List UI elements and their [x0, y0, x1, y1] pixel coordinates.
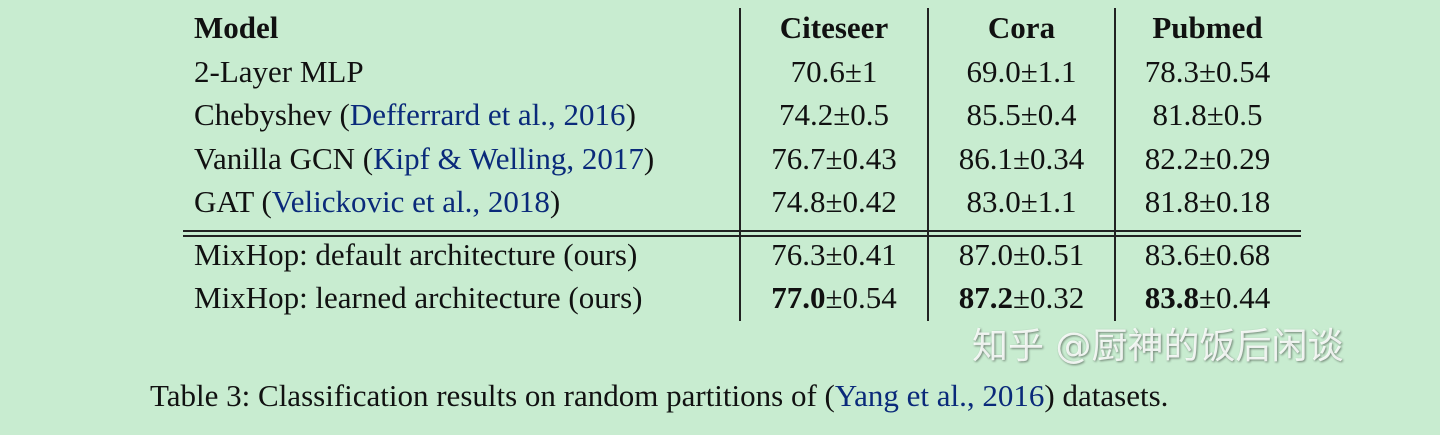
- column-divider: [1114, 8, 1116, 321]
- value-pubmed: 78.3±0.54: [1115, 50, 1300, 93]
- value-text: 78.3±0.54: [1144, 54, 1271, 89]
- caption-prefix: Table 3: Classification results on rando…: [150, 378, 835, 413]
- model-name: 2-Layer MLP: [194, 54, 364, 89]
- value-text: 85.5±0.4: [966, 97, 1077, 132]
- value-cora: 83.0±1.1: [928, 180, 1115, 223]
- header-model: Model: [194, 10, 279, 45]
- value-citeseer: 76.3±0.41: [740, 233, 928, 276]
- value-text: 87.0±0.51: [958, 237, 1085, 272]
- value-text: 74.8±0.42: [771, 184, 897, 219]
- model-name: MixHop: default architecture (ours): [194, 237, 638, 272]
- citation-link[interactable]: Defferrard et al., 2016: [349, 97, 626, 132]
- table-caption: Table 3: Classification results on rando…: [150, 374, 1168, 417]
- value-pubmed: 83.8±0.44: [1115, 276, 1300, 319]
- model-name-cell: GAT (Velickovic et al., 2018): [194, 180, 560, 223]
- double-rule-bottom: [183, 235, 1301, 237]
- best-value: 77.0: [771, 280, 826, 315]
- table-row: MixHop: learned architecture (ours) 77.0±…: [0, 276, 1440, 319]
- table-row: GAT (Velickovic et al., 2018) 74.8±0.42 83…: [0, 180, 1440, 223]
- table-row: MixHop: default architecture (ours) 76.3±…: [0, 233, 1440, 276]
- model-name: Chebyshev: [194, 97, 332, 132]
- watermark: 知乎 @厨神的饭后闲谈: [972, 326, 1344, 367]
- value-text: ±0.44: [1198, 280, 1271, 315]
- value-text: ±0.32: [1012, 280, 1085, 315]
- cite-close: ): [643, 141, 655, 176]
- double-rule-top: [183, 230, 1301, 232]
- header-pubmed: Pubmed: [1152, 10, 1263, 45]
- value-text: 74.2±0.5: [778, 97, 889, 132]
- value-text: 81.8±0.18: [1144, 184, 1271, 219]
- cite-open: (: [355, 141, 374, 176]
- best-value: 87.2: [958, 280, 1013, 315]
- table-header-row: Model Citeseer Cora Pubmed: [0, 6, 1440, 49]
- model-name: MixHop: learned architecture (ours): [194, 280, 643, 315]
- cite-close: ): [549, 184, 561, 219]
- value-text: 69.0±1.1: [966, 54, 1077, 89]
- value-cora: 85.5±0.4: [928, 93, 1115, 136]
- model-name-cell: Vanilla GCN (Kipf & Welling, 2017): [194, 137, 654, 180]
- value-text: 70.6±1: [790, 54, 878, 89]
- value-cora: 69.0±1.1: [928, 50, 1115, 93]
- model-name-cell: 2-Layer MLP: [194, 50, 364, 93]
- value-citeseer: 77.0±0.54: [740, 276, 928, 319]
- value-citeseer: 70.6±1: [740, 50, 928, 93]
- value-citeseer: 74.2±0.5: [740, 93, 928, 136]
- value-cora: 87.0±0.51: [928, 233, 1115, 276]
- value-text: 83.0±1.1: [966, 184, 1077, 219]
- table-row: 2-Layer MLP 70.6±1 69.0±1.1 78.3±0.54: [0, 50, 1440, 93]
- header-citeseer: Citeseer: [779, 10, 889, 45]
- cite-open: (: [331, 97, 350, 132]
- model-name-cell: MixHop: learned architecture (ours): [194, 276, 642, 319]
- value-cora: 86.1±0.34: [928, 137, 1115, 180]
- value-text: 83.6±0.68: [1144, 237, 1271, 272]
- value-pubmed: 81.8±0.18: [1115, 180, 1300, 223]
- value-citeseer: 74.8±0.42: [740, 180, 928, 223]
- table-row: Chebyshev (Defferrard et al., 2016) 74.2±…: [0, 93, 1440, 136]
- best-value: 83.8: [1144, 280, 1199, 315]
- header-cora: Cora: [987, 10, 1056, 45]
- value-text: 76.7±0.43: [771, 141, 897, 176]
- value-text: 86.1±0.34: [958, 141, 1085, 176]
- citation-link[interactable]: Kipf & Welling, 2017: [373, 141, 644, 176]
- model-name-cell: MixHop: default architecture (ours): [194, 233, 637, 276]
- value-pubmed: 82.2±0.29: [1115, 137, 1300, 180]
- citation-link[interactable]: Velickovic et al., 2018: [271, 184, 550, 219]
- cite-open: (: [253, 184, 272, 219]
- value-text: 81.8±0.5: [1152, 97, 1263, 132]
- model-name: Vanilla GCN: [194, 141, 356, 176]
- value-text: ±0.54: [825, 280, 897, 315]
- value-pubmed: 81.8±0.5: [1115, 93, 1300, 136]
- column-divider: [927, 8, 929, 321]
- model-name: GAT: [194, 184, 254, 219]
- cite-close: ): [625, 97, 636, 132]
- value-cora: 87.2±0.32: [928, 276, 1115, 319]
- value-text: 76.3±0.41: [771, 237, 897, 272]
- caption-citation-link[interactable]: Yang et al., 2016: [834, 378, 1045, 413]
- caption-suffix: ) datasets.: [1044, 378, 1169, 413]
- value-citeseer: 76.7±0.43: [740, 137, 928, 180]
- model-name-cell: Chebyshev (Defferrard et al., 2016): [194, 93, 636, 136]
- value-pubmed: 83.6±0.68: [1115, 233, 1300, 276]
- column-divider: [739, 8, 741, 321]
- table-row: Vanilla GCN (Kipf & Welling, 2017) 76.7±0…: [0, 137, 1440, 180]
- value-text: 82.2±0.29: [1144, 141, 1271, 176]
